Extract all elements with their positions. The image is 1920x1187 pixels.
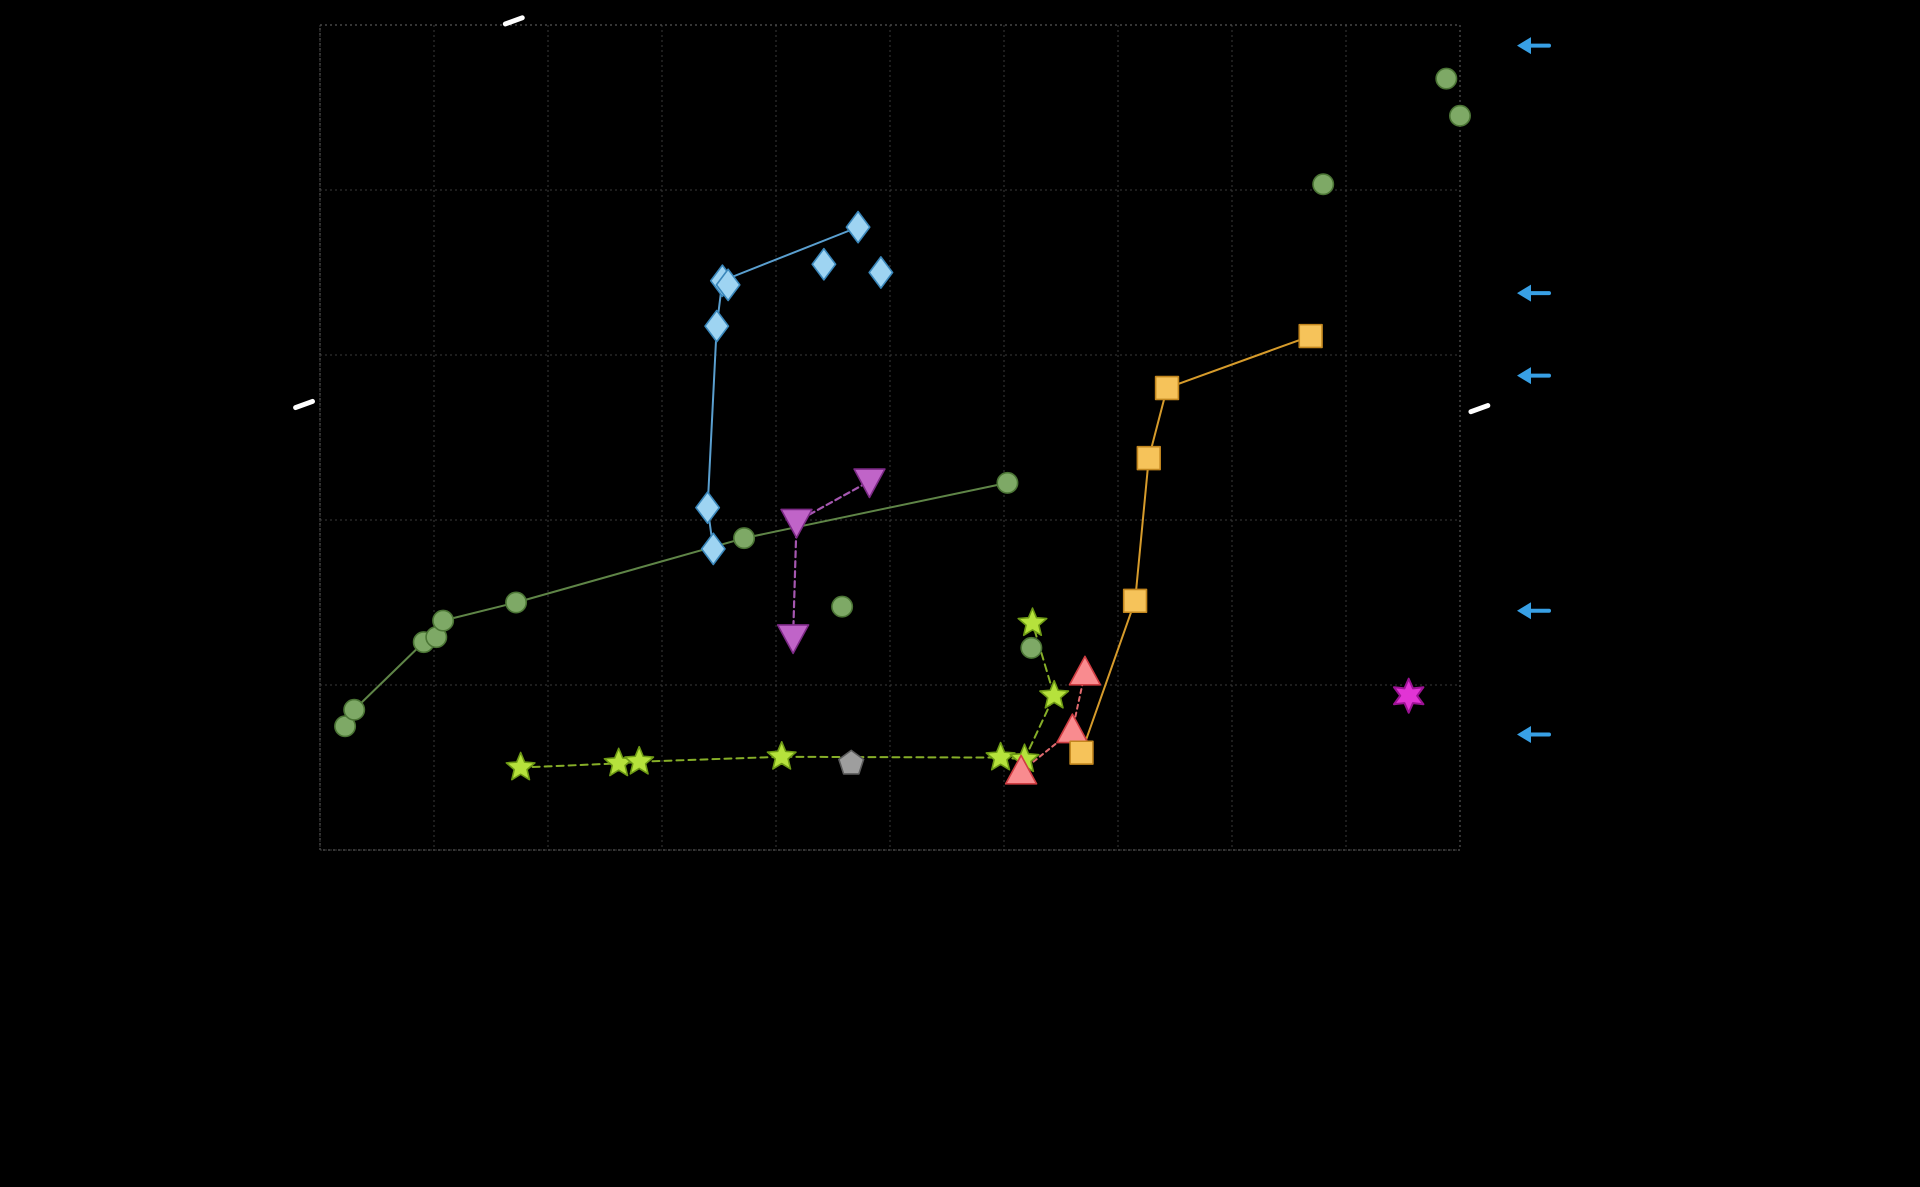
marker-gold-squares (1137, 447, 1160, 470)
chart-svg (210, 0, 1710, 900)
scatter-chart (210, 0, 1710, 900)
marker-green-circles (433, 610, 453, 630)
marker-green-circles (1313, 174, 1333, 194)
marker-gold-squares (1124, 589, 1147, 612)
marker-green-circles (1436, 68, 1456, 88)
marker-green-circles (1450, 106, 1470, 126)
marker-gold-squares (1070, 741, 1093, 764)
marker-green-circles (1021, 638, 1041, 658)
marker-green-circles (344, 700, 364, 720)
marker-green-circles (997, 473, 1017, 493)
marker-green-circles (506, 592, 526, 612)
marker-gold-squares (1156, 377, 1179, 400)
marker-green-circles (832, 596, 852, 616)
marker-green-circles (734, 528, 754, 548)
chart-bg (210, 0, 1710, 900)
marker-gold-squares (1299, 325, 1322, 348)
